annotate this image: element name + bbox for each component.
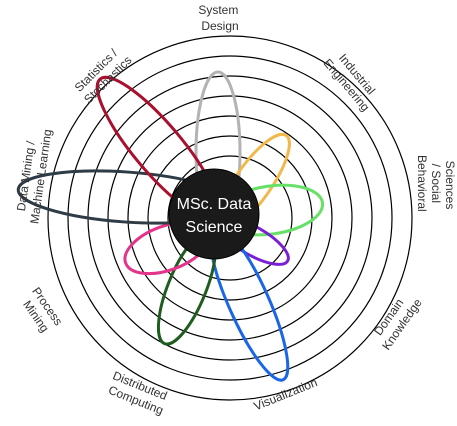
center-circle	[168, 168, 260, 260]
ring-4	[107, 95, 353, 341]
label-behavioral-social-sciences-line-3: Sciences	[443, 161, 457, 210]
label-visualization: Visualization	[252, 375, 320, 413]
label-visualization-line-1: Visualization	[252, 375, 320, 413]
label-behavioral-social-sciences-line-1: Behavioral	[415, 155, 429, 212]
label-behavioral-social-sciences: Behavioral / Social Sciences	[415, 155, 457, 215]
center-hub: MSc. Data Science	[168, 168, 260, 260]
ring-3	[127, 115, 333, 321]
label-system-design-line-1: System	[198, 3, 238, 17]
ring-7	[47, 35, 413, 401]
ring-6	[67, 55, 393, 381]
ring-1	[167, 155, 293, 281]
center-title-line-1: MSc. Data	[177, 196, 252, 213]
label-system-design: System Design	[198, 3, 241, 33]
label-statistics-stochastics: Statistics / Stochastics	[71, 43, 135, 107]
ring-2	[147, 135, 313, 301]
label-process-mining: Process Mining	[17, 285, 68, 340]
center-title-line-2: Science	[186, 219, 243, 236]
label-behavioral-social-sciences-line-2: / Social	[429, 164, 443, 203]
label-industrial-engineering: Industrial Engineering	[321, 46, 384, 114]
label-system-design-line-2: Design	[201, 19, 238, 33]
label-domain-knowledge: Domain Knowledge	[367, 287, 425, 353]
